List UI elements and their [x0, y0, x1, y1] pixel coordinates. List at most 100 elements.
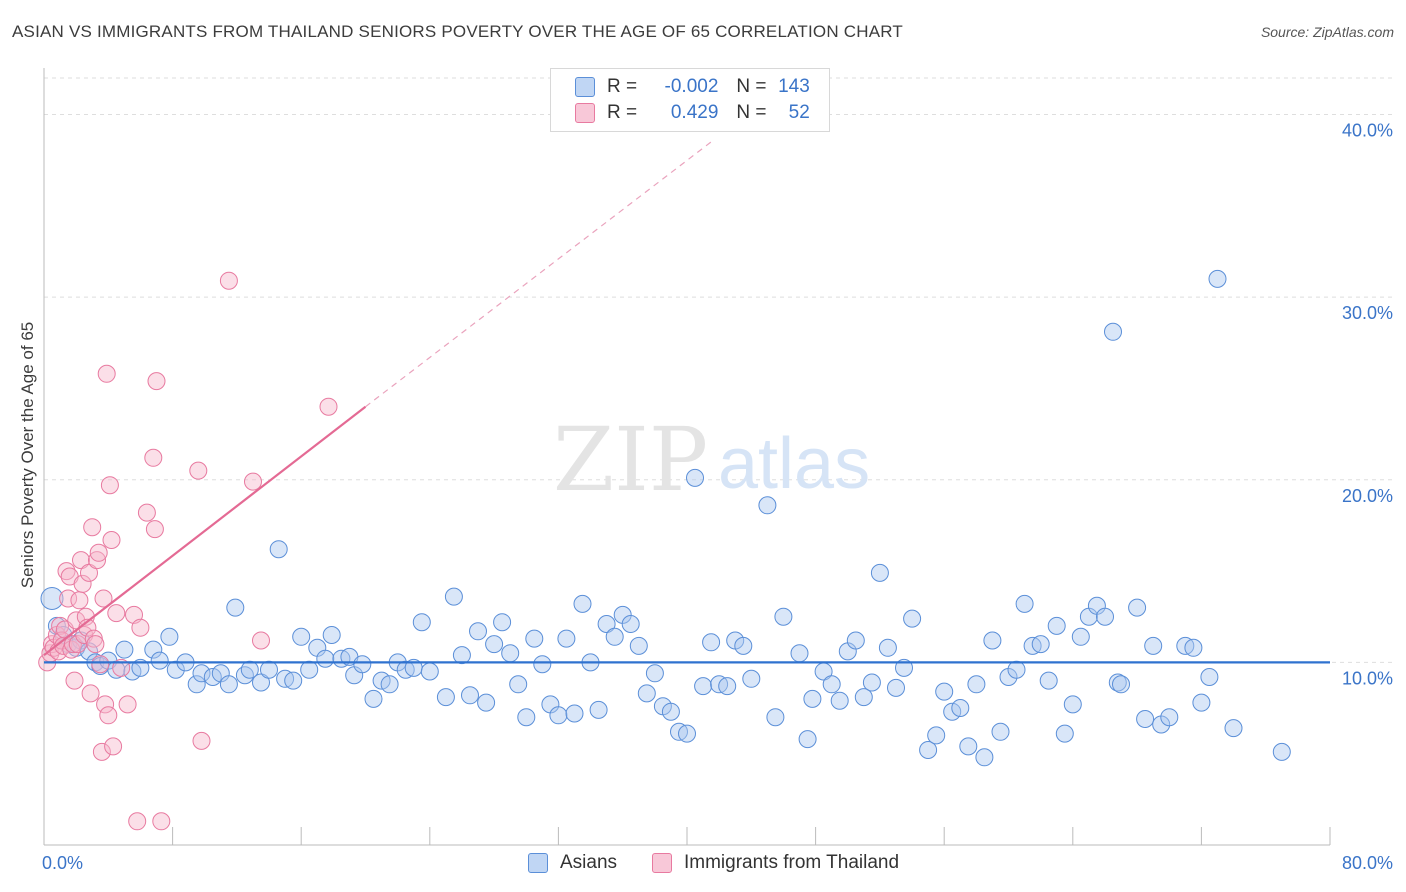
data-point — [951, 699, 970, 717]
data-point — [160, 627, 179, 646]
data-point — [798, 730, 817, 749]
data-point — [790, 644, 809, 663]
data-point — [573, 594, 592, 613]
data-point — [102, 531, 121, 549]
data-point — [927, 726, 946, 745]
source-label: Source: ZipAtlas.com — [1260, 24, 1394, 40]
data-point — [734, 636, 753, 655]
data-point — [91, 655, 110, 674]
data-point — [919, 741, 938, 759]
data-point — [637, 684, 656, 703]
data-point — [846, 631, 865, 650]
data-point — [878, 638, 897, 657]
data-point — [104, 737, 123, 756]
legend-label-asians: Asians — [560, 852, 618, 873]
data-point — [803, 689, 822, 708]
data-point — [92, 742, 111, 761]
data-point — [477, 693, 496, 712]
data-point — [1136, 710, 1155, 728]
data-point — [1031, 635, 1050, 654]
data-point — [887, 678, 905, 697]
data-point — [51, 616, 70, 635]
data-point — [444, 587, 463, 606]
data-point — [469, 622, 487, 641]
data-point — [1015, 594, 1034, 613]
data-point — [830, 691, 849, 710]
data-point — [485, 635, 504, 654]
data-point — [144, 640, 163, 659]
trend-line-thailand-extension — [365, 141, 712, 408]
data-point — [65, 671, 84, 690]
data-point — [702, 633, 721, 652]
data-point — [870, 563, 889, 582]
legend-row-asians: R = -0.002 N = 143 — [575, 74, 810, 100]
data-point — [629, 636, 648, 655]
data-point — [112, 658, 131, 677]
trend-line-thailand — [43, 405, 367, 656]
data-point — [1063, 695, 1082, 714]
data-point — [187, 675, 206, 694]
legend-label-thailand: Immigrants from Thailand — [684, 852, 900, 873]
data-point — [244, 472, 262, 491]
data-point — [100, 476, 119, 495]
data-point — [1160, 708, 1179, 727]
data-point — [1224, 719, 1243, 738]
data-point — [645, 664, 664, 683]
watermark: ZIP atlas — [553, 408, 870, 511]
data-point — [718, 677, 737, 696]
data-point — [1192, 693, 1211, 712]
legend-item-thailand[interactable]: Immigrants from Thailand — [652, 852, 899, 874]
legend-swatch-thailand — [575, 103, 595, 123]
legend-n-label: N = — [736, 76, 767, 97]
data-point — [1184, 638, 1203, 657]
data-point — [983, 631, 1002, 650]
data-point — [1047, 616, 1066, 635]
tick-labels: 10.0% 20.0% 30.0% 40.0% 0.0% 80.0% — [42, 121, 1393, 873]
data-point — [145, 520, 164, 539]
data-point — [678, 724, 696, 743]
data-point — [81, 684, 100, 703]
data-point — [525, 629, 544, 648]
legend-item-asians[interactable]: Asians — [528, 852, 617, 874]
data-point — [73, 574, 92, 593]
data-point — [235, 666, 254, 685]
data-point — [131, 618, 150, 637]
data-point — [219, 675, 238, 694]
legend-n-label: N = — [736, 102, 767, 123]
data-point — [219, 271, 238, 290]
data-point — [766, 708, 785, 727]
stats-legend: R = -0.002 N = 143 R = 0.429 N = 52 — [550, 68, 830, 132]
data-point — [1071, 627, 1090, 646]
data-point — [300, 660, 319, 679]
data-point — [694, 677, 713, 696]
data-point — [1128, 598, 1147, 617]
series-asians — [40, 269, 1291, 767]
data-point — [1200, 668, 1219, 686]
trend-lines — [43, 141, 1330, 664]
data-point — [252, 673, 270, 692]
data-point — [72, 551, 90, 570]
chart-title: ASIAN VS IMMIGRANTS FROM THAILAND SENIOR… — [12, 22, 903, 41]
data-point — [284, 671, 303, 690]
data-point — [59, 589, 78, 608]
data-point — [1104, 322, 1122, 341]
data-point — [192, 731, 211, 750]
data-point — [144, 448, 163, 467]
watermark-atlas: atlas — [718, 424, 870, 504]
legend-n-value: 143 — [778, 76, 810, 97]
legend-row-thailand: R = 0.429 N = 52 — [575, 100, 810, 126]
data-point — [903, 609, 922, 628]
data-point — [412, 613, 431, 632]
data-point — [517, 708, 536, 727]
data-point — [99, 706, 118, 725]
axes — [43, 68, 1331, 846]
data-point — [97, 364, 116, 383]
data-point — [70, 591, 89, 610]
legend-r-value: 0.429 — [670, 102, 719, 123]
data-point — [1096, 607, 1114, 626]
data-point — [862, 673, 881, 692]
data-point — [1208, 269, 1227, 288]
data-point — [1144, 636, 1163, 655]
data-point — [935, 682, 954, 701]
